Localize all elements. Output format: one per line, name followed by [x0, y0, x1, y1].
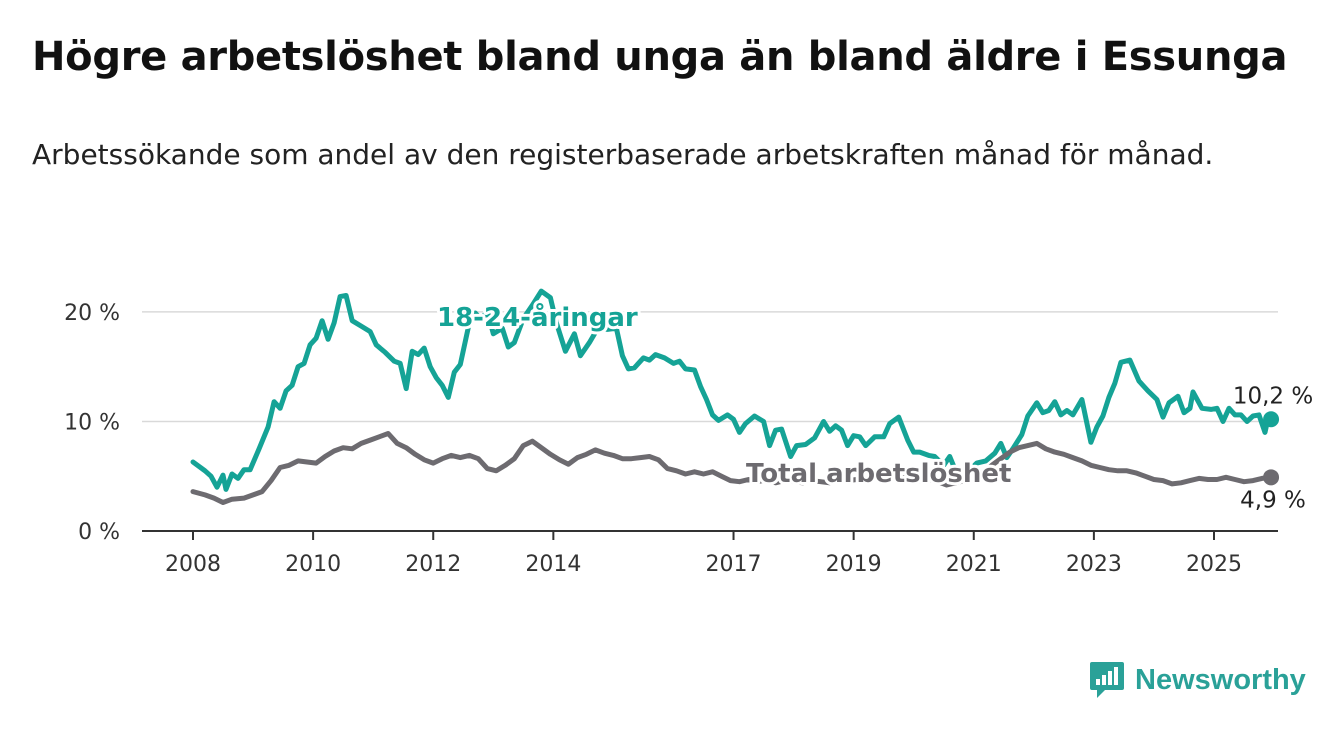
series-lines — [190, 288, 1280, 505]
newsworthy-logo-icon — [1090, 662, 1124, 698]
x-tick-label: 2025 — [1186, 552, 1242, 577]
end-value-total-halo: 4,9 % — [1240, 487, 1306, 513]
series-label-total: Total arbetslöshet — [746, 459, 1011, 489]
brand-name: Newsworthy — [1135, 663, 1306, 696]
x-tick-label: 2014 — [525, 552, 581, 577]
x-tick-label: 2008 — [165, 552, 221, 577]
series-line-youth — [190, 288, 1274, 492]
x-tick-label: 2017 — [706, 552, 762, 577]
chart-title: Högre arbetslöshet bland unga än bland ä… — [32, 34, 1288, 80]
series-label-total-halo: Total arbetslöshet — [746, 459, 1011, 489]
x-tick-label: 2010 — [285, 552, 341, 577]
chart-subtitle: Arbetssökande som andel av den registerb… — [32, 138, 1214, 171]
brand-logo: Newsworthy — [1089, 660, 1306, 700]
y-tick-label: 10 % — [64, 410, 120, 435]
x-tick-label: 2023 — [1066, 552, 1122, 577]
y-tick-label: 20 % — [64, 301, 120, 326]
x-axis-ticks: 2008 2010 2012 2014 2017 2019 2021 2023 2025 — [165, 531, 1242, 577]
end-value-youth: 10,2 % — [1233, 383, 1313, 409]
x-tick-label: 2021 — [946, 552, 1002, 577]
series-label-youth-halo: 18-24-åringar — [437, 301, 638, 333]
end-value-total: 4,9 % — [1240, 487, 1306, 513]
series-label-youth: 18-24-åringar — [437, 301, 638, 333]
series-end-point-total — [1263, 469, 1280, 486]
x-tick-label: 2019 — [826, 552, 882, 577]
y-axis-ticks: 0 % 10 % 20 % — [64, 301, 120, 545]
series-end-point-youth — [1263, 411, 1280, 428]
series-line-total — [190, 431, 1274, 505]
y-tick-label: 0 % — [78, 520, 120, 545]
end-value-youth-halo: 10,2 % — [1233, 383, 1313, 409]
x-tick-label: 2012 — [405, 552, 461, 577]
